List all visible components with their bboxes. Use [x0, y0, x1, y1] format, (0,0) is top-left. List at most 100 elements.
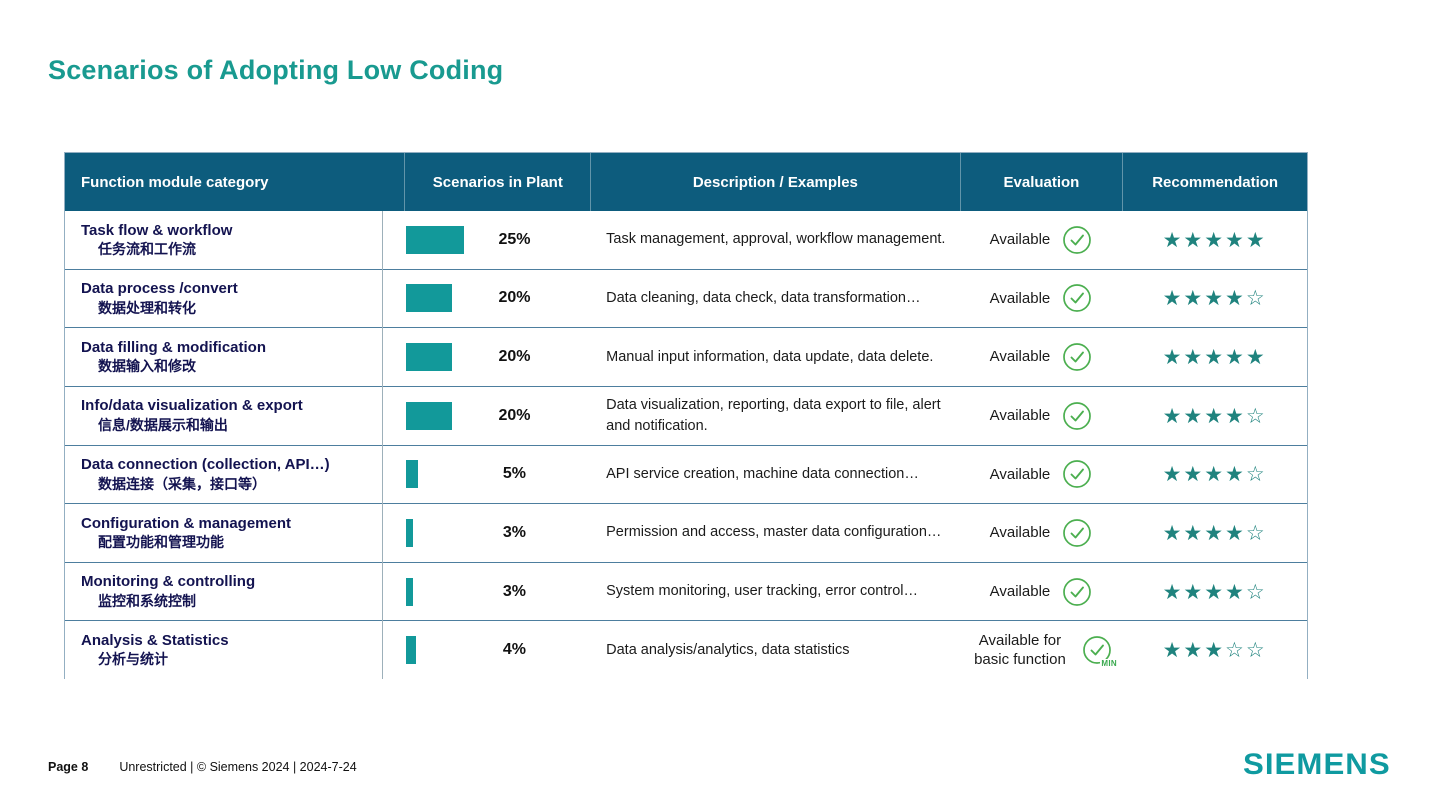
percent-label: 4%: [502, 641, 527, 659]
percent-bar: [406, 343, 453, 372]
check-circle-icon: [1062, 577, 1092, 607]
column-header: Function module category: [81, 173, 269, 191]
category-cell: Task flow & workflow 任务流和工作流: [65, 211, 404, 269]
evaluation-cell: Available: [960, 328, 1123, 386]
column-header: Description / Examples: [590, 153, 959, 211]
description-cell: Data analysis/analytics, data statistics: [590, 621, 959, 679]
percent-bar: [406, 577, 414, 606]
category-chinese: 数据处理和转化: [98, 299, 196, 316]
table-row: Monitoring & controlling 监控和系统控制 3% System …: [65, 561, 1307, 621]
description-text: Task management, approval, workflow mana…: [606, 231, 946, 248]
column-header: Recommendation: [1122, 153, 1307, 211]
category-chinese: 数据连接（采集，接口等）: [98, 475, 266, 492]
evaluation-label: Available: [989, 524, 1051, 542]
percent-label: 20%: [498, 348, 531, 366]
check-circle-icon: [1062, 459, 1092, 489]
recommendation-cell: ★★★★☆: [1122, 387, 1307, 445]
recommendation-cell: ★★★★☆: [1122, 504, 1307, 562]
scenario-share-cell: 20%: [404, 328, 590, 386]
evaluation-cell: Available: [960, 270, 1123, 328]
recommendation-cell: ★★★★★: [1122, 211, 1307, 269]
star-rating: ★★★★★: [1162, 345, 1267, 370]
percent-bar: [406, 518, 414, 547]
evaluation-cell: Available: [960, 387, 1123, 445]
category-english: Analysis & Statistics: [81, 631, 229, 649]
category-english: Data process /convert: [81, 280, 238, 298]
description-text: Data visualization, reporting, data expo…: [606, 396, 941, 434]
description-cell: System monitoring, user tracking, error …: [590, 563, 959, 621]
table-row: Configuration & management 配置功能和管理功能 3% Per…: [65, 503, 1307, 562]
description-cell: Data cleaning, data check, data transfor…: [590, 270, 959, 328]
table-row: Task flow & workflow 任务流和工作流 25% Task manag…: [65, 211, 1307, 269]
check-circle-icon: [1062, 518, 1092, 548]
scenarios-table: Function module category Scenarios in Pla…: [64, 152, 1308, 679]
check-circle-icon: [1062, 342, 1092, 372]
scenario-share-cell: 5%: [404, 446, 590, 504]
recommendation-cell: ★★★★★: [1122, 328, 1307, 386]
category-english: Task flow & workflow: [81, 221, 233, 239]
table-row: Data connection (collection, API…) 数据连接（采…: [65, 444, 1307, 504]
evaluation-cell: Available: [960, 504, 1123, 562]
description-text: API service creation, machine data conne…: [606, 465, 919, 482]
evaluation-label: Available: [989, 231, 1051, 249]
check-circle-icon: [1062, 401, 1092, 431]
evaluation-label: Available: [989, 406, 1051, 424]
category-english: Configuration & management: [81, 514, 292, 532]
page-title: Scenarios of Adopting Low Coding: [48, 55, 504, 85]
percent-bar: [406, 460, 418, 489]
category-cell: Data connection (collection, API…) 数据连接（采…: [65, 446, 404, 504]
evaluation-label: Available: [989, 465, 1051, 483]
scenario-share-cell: 3%: [404, 563, 590, 621]
recommendation-cell: ★★★☆☆: [1122, 621, 1307, 679]
description-cell: Permission and access, master data confi…: [590, 504, 959, 562]
percent-label: 20%: [498, 406, 531, 424]
description-cell: Task management, approval, workflow mana…: [590, 211, 959, 269]
evaluation-label: Available for basic function: [974, 631, 1066, 669]
star-rating: ★★★★☆: [1162, 579, 1267, 604]
category-chinese: 数据输入和修改: [98, 358, 196, 375]
page-number: Page 8: [48, 760, 89, 774]
evaluation-cell: Available: [960, 563, 1123, 621]
check-circle-min-icon: MIN: [1082, 635, 1118, 669]
column-header: Scenarios in Plant: [404, 153, 590, 211]
description-cell: API service creation, machine data conne…: [590, 446, 959, 504]
footer-info: Unrestricted | © Siemens 2024 | 2024-7-2…: [119, 760, 357, 774]
table-body: Task flow & workflow 任务流和工作流 25% Task manag…: [65, 211, 1307, 679]
percent-label: 3%: [502, 523, 527, 541]
scenario-share-cell: 20%: [404, 387, 590, 445]
star-rating: ★★★☆☆: [1162, 638, 1267, 663]
percent-label: 20%: [498, 289, 531, 307]
recommendation-cell: ★★★★☆: [1122, 270, 1307, 328]
category-cell: Data process /convert 数据处理和转化: [65, 270, 404, 328]
evaluation-label: Available: [989, 289, 1051, 307]
description-cell: Data visualization, reporting, data expo…: [590, 387, 959, 445]
star-rating: ★★★★☆: [1162, 286, 1267, 311]
scenario-share-cell: 25%: [404, 211, 590, 269]
description-text: Permission and access, master data confi…: [606, 524, 942, 541]
table-row: Data filling & modification 数据输入和修改 20% Man…: [65, 327, 1307, 386]
check-circle-icon: [1062, 225, 1092, 255]
description-text: Data analysis/analytics, data statistics: [606, 641, 850, 658]
description-text: Data cleaning, data check, data transfor…: [606, 289, 921, 306]
category-chinese: 分析与统计: [98, 651, 168, 668]
recommendation-cell: ★★★★☆: [1122, 446, 1307, 504]
percent-label: 25%: [498, 230, 531, 248]
evaluation-label: Available: [989, 582, 1051, 600]
percent-label: 3%: [502, 582, 527, 600]
category-english: Monitoring & controlling: [81, 573, 256, 591]
description-cell: Manual input information, data update, d…: [590, 328, 959, 386]
scenario-share-cell: 3%: [404, 504, 590, 562]
percent-label: 5%: [502, 465, 527, 483]
category-chinese: 任务流和工作流: [98, 241, 196, 258]
evaluation-label: Available: [989, 348, 1051, 366]
bar-chart-axis-line: [382, 211, 383, 679]
min-badge: MIN: [1100, 659, 1118, 669]
category-english: Info/data visualization & export: [81, 397, 303, 415]
check-circle-icon: [1062, 283, 1092, 313]
siemens-logo: SIEMENS: [1243, 748, 1391, 781]
star-rating: ★★★★☆: [1162, 520, 1267, 545]
scenario-share-cell: 4%: [404, 621, 590, 679]
category-english: Data connection (collection, API…): [81, 456, 330, 474]
column-header: Evaluation: [959, 153, 1123, 211]
